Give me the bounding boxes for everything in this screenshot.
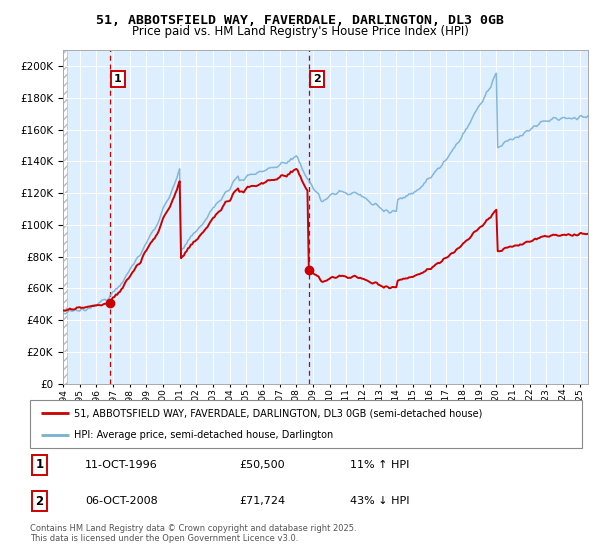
Text: 11% ↑ HPI: 11% ↑ HPI bbox=[350, 460, 410, 470]
Text: 06-OCT-2008: 06-OCT-2008 bbox=[85, 496, 158, 506]
Text: 11-OCT-1996: 11-OCT-1996 bbox=[85, 460, 158, 470]
Text: HPI: Average price, semi-detached house, Darlington: HPI: Average price, semi-detached house,… bbox=[74, 430, 334, 440]
Text: 43% ↓ HPI: 43% ↓ HPI bbox=[350, 496, 410, 506]
Text: 2: 2 bbox=[35, 494, 44, 507]
FancyBboxPatch shape bbox=[30, 400, 582, 448]
Text: Contains HM Land Registry data © Crown copyright and database right 2025.
This d: Contains HM Land Registry data © Crown c… bbox=[30, 524, 356, 543]
Text: Price paid vs. HM Land Registry's House Price Index (HPI): Price paid vs. HM Land Registry's House … bbox=[131, 25, 469, 38]
Text: 1: 1 bbox=[113, 74, 121, 84]
Text: 2: 2 bbox=[313, 74, 321, 84]
Text: 51, ABBOTSFIELD WAY, FAVERDALE, DARLINGTON, DL3 0GB (semi-detached house): 51, ABBOTSFIELD WAY, FAVERDALE, DARLINGT… bbox=[74, 408, 482, 418]
Text: 51, ABBOTSFIELD WAY, FAVERDALE, DARLINGTON, DL3 0GB: 51, ABBOTSFIELD WAY, FAVERDALE, DARLINGT… bbox=[96, 14, 504, 27]
Text: 1: 1 bbox=[35, 459, 44, 472]
Text: £50,500: £50,500 bbox=[240, 460, 286, 470]
Text: £71,724: £71,724 bbox=[240, 496, 286, 506]
